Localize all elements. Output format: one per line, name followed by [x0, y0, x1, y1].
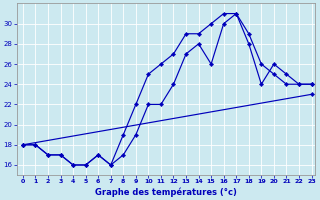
X-axis label: Graphe des températures (°c): Graphe des températures (°c) [95, 187, 237, 197]
